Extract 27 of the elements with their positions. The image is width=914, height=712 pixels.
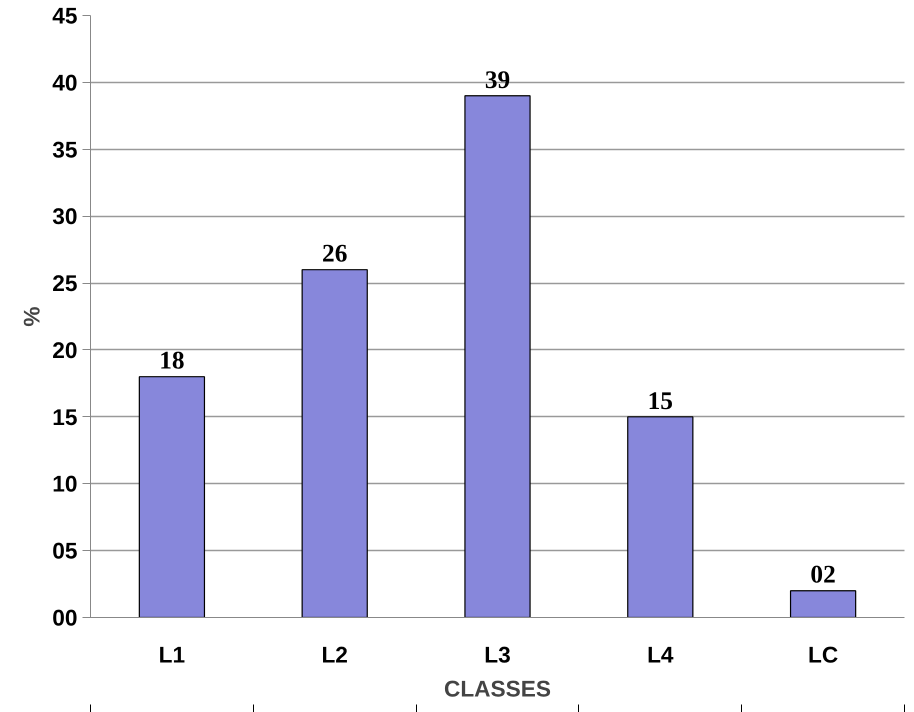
- data-label: 18: [159, 346, 185, 375]
- y-axis-title: %: [18, 306, 44, 327]
- bar: [790, 590, 856, 618]
- y-tick-label: 15: [52, 404, 78, 430]
- bar: [138, 376, 206, 618]
- y-tick-label: 05: [52, 538, 78, 564]
- y-tick-label: 35: [52, 136, 78, 162]
- y-tick-label: 10: [52, 470, 78, 497]
- data-label: 02: [810, 560, 836, 589]
- x-axis-title: CLASSES: [444, 676, 552, 702]
- x-tick-label: L3: [484, 642, 511, 668]
- y-tick-label: 25: [52, 270, 78, 296]
- data-label: 15: [648, 386, 673, 415]
- x-tick-label: L4: [647, 642, 674, 668]
- x-tick-label: L1: [158, 642, 186, 668]
- y-tick-label: 30: [52, 203, 78, 230]
- y-tick-label: 00: [52, 604, 78, 630]
- x-tick-label: LC: [808, 642, 838, 668]
- data-label: 26: [322, 240, 348, 268]
- data-label: 39: [484, 66, 510, 94]
- bar: [302, 269, 368, 618]
- y-tick-label: 20: [52, 336, 78, 363]
- y-tick-label: 45: [52, 2, 78, 28]
- bar: [464, 95, 531, 618]
- x-tick-label: L2: [321, 642, 348, 668]
- y-tick-label: 40: [52, 69, 78, 96]
- bar: [627, 416, 694, 618]
